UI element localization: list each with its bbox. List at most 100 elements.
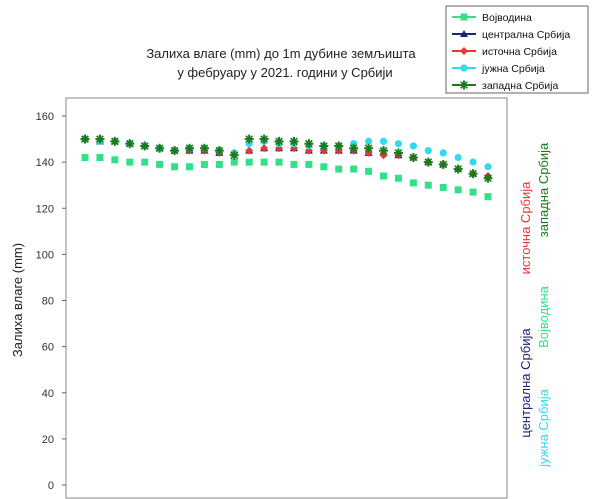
data-point (260, 158, 268, 166)
data-point (364, 137, 373, 145)
data-point (423, 157, 433, 167)
data-point (439, 149, 447, 157)
star-stroke (319, 142, 328, 150)
data-point (454, 186, 462, 194)
data-point (454, 153, 462, 162)
star-stroke (245, 135, 254, 143)
side-label: централна Србија (518, 328, 533, 438)
star-stroke (110, 137, 119, 146)
y-axis-label: Залиха влаге (mm) (10, 243, 25, 357)
data-point (365, 167, 373, 175)
data-point (141, 158, 149, 166)
data-point (379, 137, 388, 145)
data-point (125, 139, 135, 149)
data-point (408, 153, 418, 163)
star-stroke (290, 137, 298, 146)
star-stroke (305, 139, 313, 148)
legend-marker (460, 13, 468, 21)
data-point (95, 134, 105, 144)
legend-marker (459, 80, 469, 90)
data-point (290, 160, 298, 168)
data-point (350, 165, 358, 173)
legend-item: централна Србија (452, 29, 570, 41)
data-point (245, 146, 254, 155)
data-point (170, 146, 180, 156)
data-point (110, 136, 120, 146)
data-point (320, 163, 328, 171)
y-tick-label: 20 (42, 434, 54, 446)
star-stroke (484, 174, 492, 183)
data-point (304, 139, 314, 149)
data-point (140, 141, 150, 151)
data-point (215, 160, 223, 168)
legend-label: источна Србија (482, 46, 557, 58)
series-0 (81, 154, 492, 201)
data-point (274, 136, 284, 146)
star-stroke (364, 144, 373, 153)
data-point (380, 172, 388, 180)
legend-marker (460, 47, 468, 55)
legend-label: централна Србија (482, 29, 570, 41)
star-stroke (394, 149, 403, 157)
star-stroke (334, 142, 343, 150)
data-point (229, 150, 239, 160)
star-stroke (230, 151, 239, 160)
legend-item: западна Србија (452, 80, 558, 92)
data-point (364, 143, 374, 153)
plot-frame (65, 97, 508, 499)
star-stroke (81, 135, 89, 143)
data-point (483, 173, 493, 183)
star-stroke (379, 146, 388, 155)
data-point (184, 143, 194, 153)
star-stroke (275, 137, 283, 146)
data-point (438, 159, 448, 169)
legend-label: Војводина (482, 12, 532, 24)
legend-item: Војводина (452, 12, 532, 24)
data-point (379, 146, 389, 156)
data-point (81, 154, 89, 162)
data-point (409, 179, 417, 187)
data-point (111, 156, 119, 164)
data-point (305, 160, 313, 168)
legend-marker (460, 30, 468, 37)
legend-item: јужна Србија (452, 63, 545, 75)
legend-item: источна Србија (452, 46, 557, 58)
data-point (289, 136, 299, 146)
data-point (335, 165, 343, 173)
y-tick-label: 0 (48, 480, 54, 492)
data-point (453, 164, 463, 174)
series-layer (80, 134, 493, 201)
legend-label: јужна Србија (481, 63, 545, 75)
data-point (260, 144, 269, 153)
data-point (439, 183, 447, 191)
data-point (349, 143, 359, 153)
star-stroke (125, 139, 134, 148)
data-point (126, 158, 134, 166)
side-label: јужна Србија (536, 388, 551, 467)
chart-title-line2: у фебруару у 2021. години у Србији (177, 65, 392, 80)
star-stroke (96, 135, 104, 143)
star-stroke (409, 153, 418, 162)
data-point (156, 160, 164, 168)
data-point (80, 134, 90, 144)
y-tick-label: 80 (42, 296, 54, 308)
data-point (468, 169, 478, 179)
data-point (96, 154, 104, 162)
data-point (393, 148, 403, 158)
legend-marker (460, 64, 468, 72)
star-stroke (424, 158, 433, 166)
side-label: западна Србија (536, 142, 551, 237)
data-point (394, 140, 403, 148)
star-stroke (170, 146, 179, 155)
data-point (394, 174, 402, 182)
star-stroke (185, 144, 194, 153)
star-stroke (200, 144, 209, 153)
star-stroke (460, 81, 468, 89)
series-4 (80, 134, 493, 183)
data-point (484, 163, 492, 171)
data-point (199, 143, 209, 153)
y-tick-label: 100 (36, 249, 54, 261)
data-point (319, 141, 329, 151)
